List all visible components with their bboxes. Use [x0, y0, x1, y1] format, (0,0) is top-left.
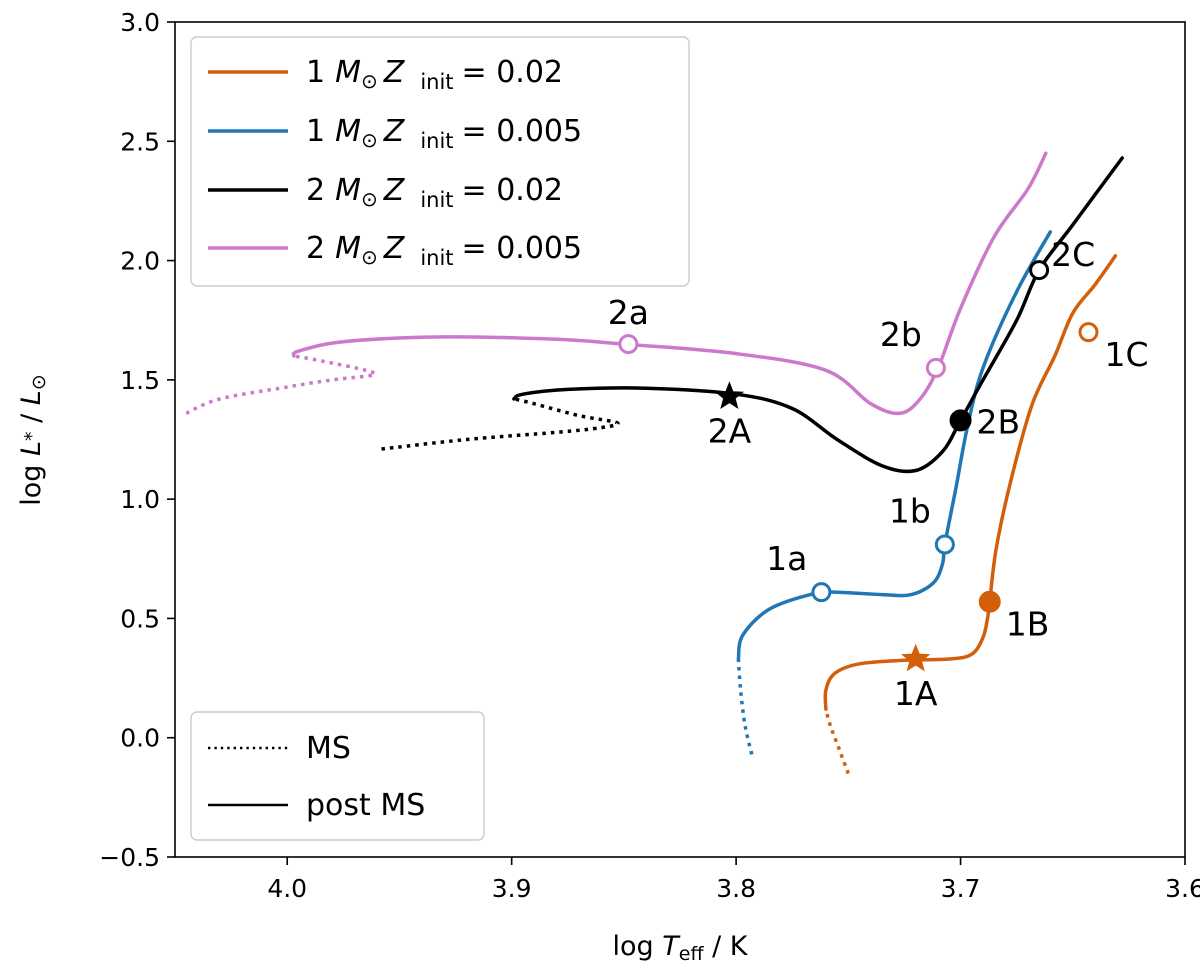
x-tick-label: 3.6	[1165, 874, 1200, 903]
marker-label-2A: 2A	[708, 412, 752, 451]
marker-label-1A: 1A	[894, 674, 938, 713]
series-1-post-ms-line	[736, 230, 1053, 661]
y-tick-label: 1.5	[120, 366, 160, 395]
series-3-ms-line	[185, 354, 377, 415]
marker-1A	[901, 643, 931, 672]
marker-label-2C: 2C	[1051, 235, 1095, 274]
marker-1C	[1078, 322, 1099, 343]
markers-layer: 1A 1B 1C 1a 1b 2A 2B 2C 2a 2b	[608, 235, 1149, 713]
y-tick-label: 1.0	[120, 485, 160, 514]
marker-2a	[618, 334, 639, 355]
marker-2C	[1029, 260, 1050, 281]
x-tick-label: 3.7	[941, 874, 981, 903]
marker-label-2b: 2b	[880, 315, 922, 354]
series-legend-box	[190, 36, 690, 287]
marker-label-2B: 2B	[977, 402, 1021, 441]
marker-label-2a: 2a	[608, 293, 649, 332]
marker-2b	[925, 357, 946, 378]
marker-1b	[934, 534, 955, 555]
x-tick-label: 3.8	[716, 874, 756, 903]
style-legend-label-post-ms: post MS	[306, 788, 425, 823]
marker-2B	[949, 409, 972, 432]
y-tick-label: 2.5	[120, 127, 160, 156]
y-tick-label: 2.0	[120, 247, 160, 276]
x-tick-label: 4.0	[267, 874, 307, 903]
series-2-ms-line	[381, 397, 620, 451]
y-axis-label: log L* / L⊙	[16, 374, 50, 506]
style-legend: MS post MS	[190, 711, 485, 841]
y-tick-label: 0.5	[120, 604, 160, 633]
style-legend-box	[190, 711, 485, 841]
style-legend-label-ms: MS	[306, 731, 351, 766]
y-tick-label: 0.0	[120, 724, 160, 753]
marker-2A	[714, 381, 745, 410]
series-1-ms-line	[736, 658, 754, 755]
x-axis-label: log Teff / K	[613, 931, 749, 965]
y-tick-label: 3.0	[120, 8, 160, 37]
series-2-post-ms-line	[512, 156, 1124, 474]
series-0-post-ms-line	[823, 254, 1118, 711]
marker-label-1a: 1a	[766, 539, 807, 578]
marker-label-1b: 1b	[889, 491, 931, 530]
plot-frame	[174, 21, 1186, 858]
marker-1B	[978, 590, 1001, 613]
axis-ticks: 4.0 3.9 3.8 3.7 3.6 −0.5 0.0 0.5 1.0 1.5 2.0 2.5 3.0	[99, 8, 1200, 903]
x-tick-label: 3.9	[492, 874, 532, 903]
series-0-ms-line	[824, 708, 850, 775]
y-tick-label: −0.5	[99, 843, 160, 872]
marker-label-1B: 1B	[1006, 605, 1050, 644]
tracks-layer	[185, 151, 1124, 775]
marker-1a	[811, 582, 832, 603]
series-3-post-ms-line	[291, 151, 1048, 416]
marker-label-1C: 1C	[1104, 335, 1148, 374]
